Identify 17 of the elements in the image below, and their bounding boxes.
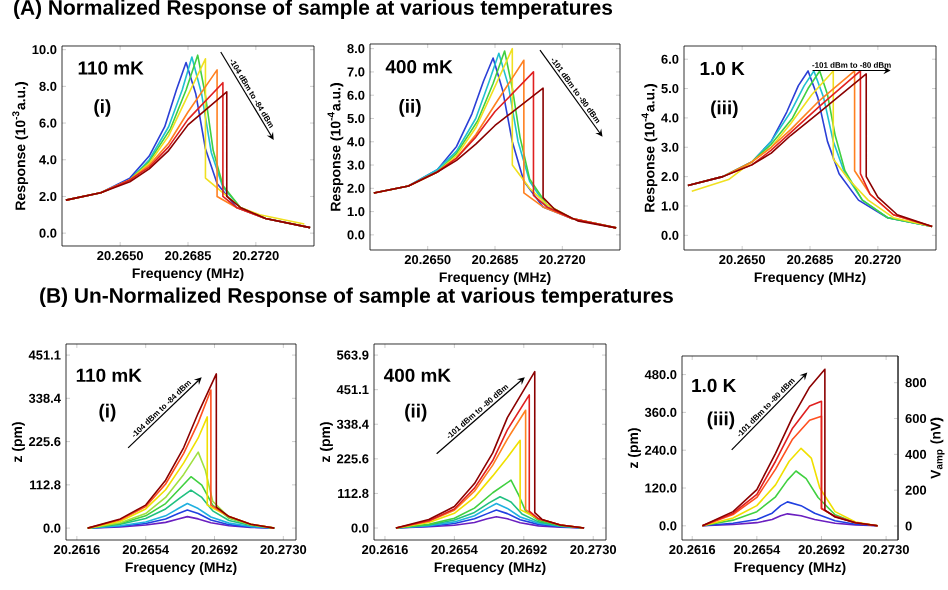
chart-title: (A) Normalized Response of sample at various temperatures — [14, 0, 613, 19]
annotation: 400 mK — [383, 368, 451, 383]
annotation: 1.0 K — [692, 378, 737, 393]
annotation: (i) — [99, 403, 116, 422]
text: (B) Un-Normalized Response of sample at various temperatures — [40, 287, 673, 307]
annotation: 110 mK — [78, 61, 144, 75]
annotation: (i) — [94, 99, 111, 117]
line-series — [701, 447, 879, 527]
annotation: (ii) — [405, 403, 427, 422]
line-series — [701, 501, 879, 527]
annotation: 400 mK — [385, 59, 453, 74]
annotation: (ii) — [399, 99, 421, 117]
annotation: (iii) — [707, 411, 735, 430]
annotation: (iii) — [711, 100, 738, 119]
annotation: 1.0 K — [700, 61, 745, 76]
annotation: 110 mK — [76, 368, 142, 383]
line-series — [86, 502, 276, 529]
